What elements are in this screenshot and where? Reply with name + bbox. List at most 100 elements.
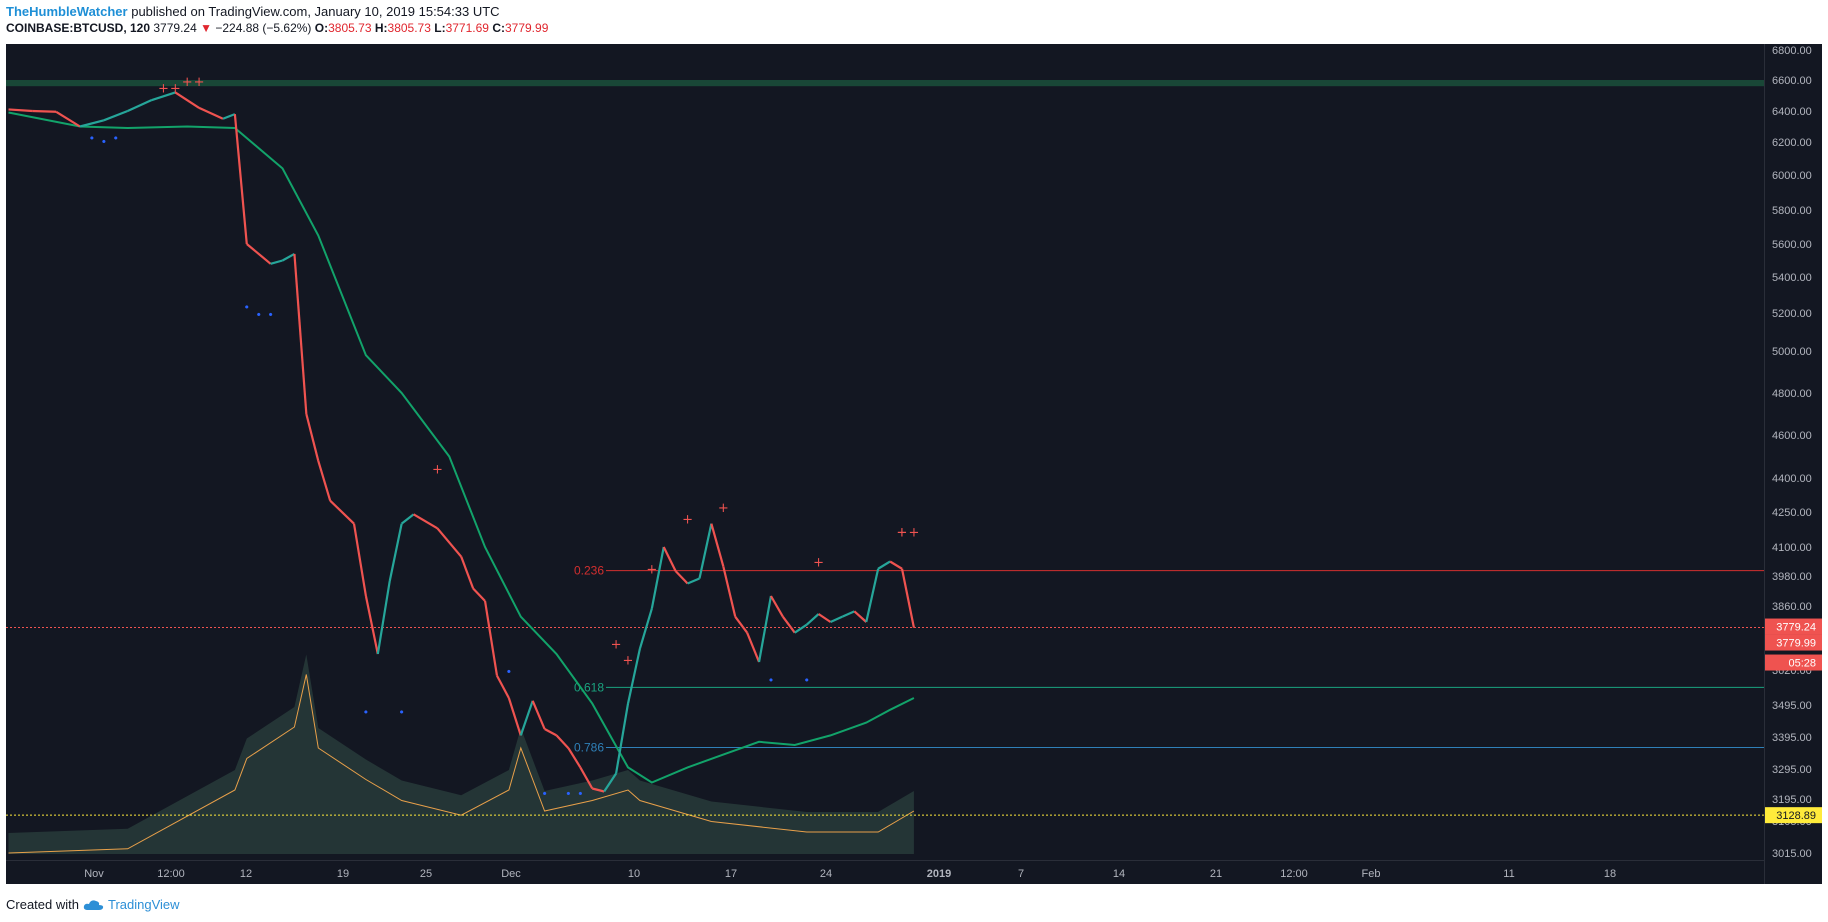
fib-label-0236: 0.236: [574, 564, 604, 578]
down-arrow-icon: ▼: [200, 21, 212, 35]
price-segment: [722, 566, 737, 617]
price-tag-countdown: [1765, 654, 1822, 671]
sell-signal-marker: +: [158, 81, 169, 96]
price-segment: [853, 610, 867, 623]
sell-signal-marker: +: [432, 463, 443, 478]
change-value: −224.88 (−5.62%): [215, 21, 312, 35]
sell-signal-marker: +: [897, 526, 908, 541]
open-label: O:: [314, 21, 329, 35]
price-segment: [555, 734, 570, 749]
author-link[interactable]: TheHumbleWatcher: [6, 4, 128, 19]
plot-background: [6, 44, 1764, 860]
x-tick-label: Dec: [501, 868, 521, 880]
sell-signal-marker: +: [813, 555, 824, 570]
x-tick-label: 10: [628, 868, 640, 880]
tradingview-cloud-icon: [83, 899, 104, 910]
created-with-text: Created with: [6, 897, 79, 912]
buy-signal-marker: •: [506, 666, 513, 679]
tradingview-brand[interactable]: TradingView: [83, 897, 180, 912]
price-segment: [531, 700, 546, 730]
sell-signal-marker: +: [623, 654, 634, 669]
volume-ma-line: [8, 674, 915, 854]
sell-signal-marker: +: [682, 513, 693, 528]
buy-signal-marker: •: [768, 674, 775, 687]
price-segment: [483, 600, 499, 676]
sell-signal-marker: +: [718, 501, 729, 516]
x-tick-label: 19: [337, 868, 349, 880]
x-tick-label: Feb: [1362, 868, 1381, 880]
x-tick-label: 21: [1210, 868, 1222, 880]
publish-info: TheHumbleWatcher published on TradingVie…: [6, 4, 500, 19]
time-axis-background: [6, 860, 1764, 884]
price-segment: [603, 772, 618, 793]
x-tick-label: Nov: [84, 868, 104, 880]
y-tick-label: 5200.00: [1772, 308, 1812, 320]
y-tick-label: 3015.00: [1772, 848, 1812, 860]
y-tick-label: 4600.00: [1772, 430, 1812, 442]
y-tick-label: 6400.00: [1772, 106, 1812, 118]
price-segment: [746, 632, 761, 663]
buy-signal-marker: •: [803, 674, 810, 687]
sell-signal-marker: +: [897, 526, 908, 541]
y-tick-label: 6200.00: [1772, 137, 1812, 149]
price-segment: [198, 106, 224, 120]
price-segment: [889, 560, 903, 570]
x-tick-label: 25: [420, 868, 432, 880]
price-segment: [472, 587, 486, 602]
y-tick-label: 5800.00: [1772, 205, 1812, 217]
price-segment: [293, 253, 308, 415]
price-segment: [626, 648, 641, 704]
tradingview-label: TradingView: [107, 897, 180, 912]
y-tick-label: 3860.00: [1772, 601, 1812, 613]
x-tick-label: 18: [1604, 868, 1616, 880]
price-segment: [638, 608, 653, 649]
price-segment: [32, 109, 57, 113]
price-segment: [270, 259, 283, 265]
symbol-label: COINBASE:BTCUSD, 120: [6, 21, 151, 35]
price-segment: [544, 728, 558, 737]
y-tick-label: 5600.00: [1772, 239, 1812, 251]
price-segment: [246, 243, 272, 265]
price-segment: [222, 113, 236, 120]
sell-signal-marker: +: [194, 75, 205, 90]
x-tick-label: 24: [820, 868, 832, 880]
price-segment: [591, 787, 605, 793]
price-segment: [781, 616, 796, 634]
price-segment: [495, 675, 510, 699]
price-segment: [436, 527, 463, 558]
price-tag-yellow: [1765, 807, 1822, 824]
price-segment: [305, 413, 320, 462]
y-tick-label: 4400.00: [1772, 473, 1812, 485]
footer: Created with TradingView: [6, 897, 180, 912]
buy-signal-marker: •: [89, 132, 96, 145]
price-segment: [103, 109, 129, 122]
price-segment: [376, 580, 391, 655]
buy-signal-marker: •: [112, 132, 119, 145]
price-segment: [151, 91, 176, 102]
price-segment: [757, 595, 773, 663]
price-segment: [79, 119, 105, 128]
y-tick-label: 4100.00: [1772, 542, 1812, 554]
price-segment: [567, 747, 582, 768]
y-tick-label: 3980.00: [1772, 571, 1812, 583]
price-tag-text-yellow: 3128.89: [1776, 810, 1816, 822]
price-segment: [674, 570, 689, 585]
price-segment: [615, 703, 630, 774]
fib-label-0786: 0.786: [574, 741, 604, 755]
low-value: 3771.69: [445, 21, 489, 35]
x-tick-label: 12:00: [1280, 868, 1308, 880]
buy-signal-marker: •: [363, 706, 370, 719]
price-segment: [233, 113, 248, 245]
high-label: H:: [374, 21, 388, 35]
buy-signal-marker: •: [565, 788, 572, 801]
volume-area: [8, 654, 914, 854]
buy-signal-marker: •: [244, 301, 251, 314]
price-segment: [413, 513, 438, 530]
y-tick-label: 4250.00: [1772, 507, 1812, 519]
sell-signal-marker: +: [182, 75, 193, 90]
price-segment: [841, 610, 855, 618]
y-tick-label: 6800.00: [1772, 45, 1812, 57]
price-tag-close: [1765, 634, 1822, 651]
y-tick-label: 6600.00: [1772, 75, 1812, 87]
